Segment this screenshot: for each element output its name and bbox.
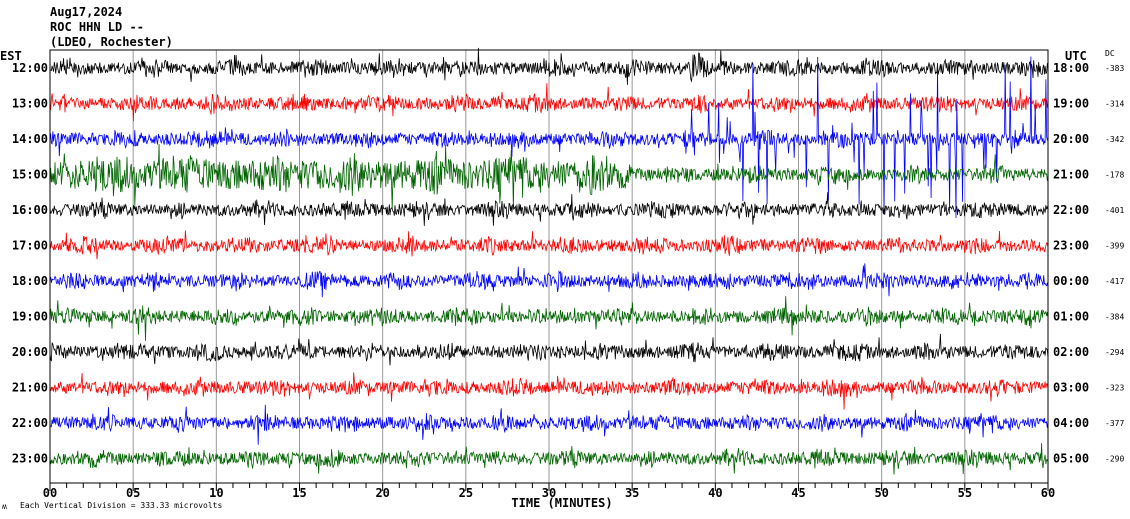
- trace-row-23:00: [49, 443, 1049, 475]
- trace-row-14:00: [49, 56, 1049, 219]
- trace-row-22:00: [49, 404, 1049, 445]
- x-tick-label: 60: [1041, 486, 1055, 500]
- est-label: 20:00: [12, 345, 48, 359]
- x-tick-label: 15: [292, 486, 306, 500]
- utc-axis-title: UTC: [1065, 49, 1087, 63]
- trace-row-12:00: [49, 47, 1049, 85]
- dc-value: -178: [1105, 171, 1124, 180]
- dc-value: -399: [1105, 242, 1124, 251]
- x-tick-label: 10: [209, 486, 223, 500]
- trace-row-15:00: [49, 143, 1049, 210]
- est-label: 14:00: [12, 132, 48, 146]
- utc-label: 21:00: [1053, 168, 1089, 182]
- traces: [49, 47, 1049, 475]
- utc-label: 04:00: [1053, 416, 1089, 430]
- est-label: 19:00: [12, 310, 48, 324]
- station-label: ROC HHN LD --: [50, 20, 144, 34]
- utc-label: 19:00: [1053, 97, 1089, 111]
- est-label: 16:00: [12, 203, 48, 217]
- dc-value: -383: [1105, 64, 1124, 73]
- utc-label: 03:00: [1053, 381, 1089, 395]
- row-labels: 12:00 18:00 -383 13:00 19:00 -314 14:00 20:00 -3…: [12, 61, 1125, 466]
- dc-value: -314: [1105, 100, 1124, 109]
- x-axis-label: TIME (MINUTES): [511, 496, 612, 510]
- est-label: 21:00: [12, 381, 48, 395]
- dc-value: -323: [1105, 384, 1124, 393]
- x-tick-label: 45: [791, 486, 805, 500]
- x-axis: 00 05 10 15 20 25 30 35 40 45 50 55 60: [43, 483, 1055, 500]
- dc-value: -384: [1105, 313, 1124, 322]
- x-tick-label: 25: [459, 486, 473, 500]
- trace-row-21:00: [49, 372, 1049, 410]
- utc-label: 02:00: [1053, 345, 1089, 359]
- date-label: Aug17,2024: [50, 5, 122, 19]
- est-label: 12:00: [12, 61, 48, 75]
- dc-value: -377: [1105, 419, 1124, 428]
- corner-mark: ʍ: [2, 502, 7, 511]
- trace-row-20:00: [49, 333, 1049, 366]
- dc-title: DC: [1105, 49, 1115, 58]
- est-label: 17:00: [12, 239, 48, 253]
- est-label: 13:00: [12, 97, 48, 111]
- utc-label: 00:00: [1053, 274, 1089, 288]
- dc-value: -401: [1105, 206, 1124, 215]
- dc-value: -290: [1105, 455, 1124, 464]
- utc-label: 01:00: [1053, 310, 1089, 324]
- utc-label: 23:00: [1053, 239, 1089, 253]
- est-axis-title: EST: [0, 49, 22, 63]
- trace-row-19:00: [49, 296, 1049, 341]
- est-label: 22:00: [12, 416, 48, 430]
- x-tick-label: 55: [958, 486, 972, 500]
- x-tick-label: 40: [708, 486, 722, 500]
- scale-note: Each Vertical Division = 333.33 microvol…: [20, 501, 222, 510]
- est-label: 15:00: [12, 168, 48, 182]
- utc-label: 22:00: [1053, 203, 1089, 217]
- dc-value: -417: [1105, 277, 1124, 286]
- trace-row-17:00: [49, 230, 1049, 260]
- trace-row-18:00: [49, 263, 1049, 298]
- x-tick-label: 30: [542, 486, 556, 500]
- trace-row-13:00: [49, 83, 1049, 122]
- dc-value: -342: [1105, 135, 1124, 144]
- network-label: (LDEO, Rochester): [50, 35, 173, 49]
- x-tick-label: 00: [43, 486, 57, 500]
- utc-label: 20:00: [1053, 132, 1089, 146]
- est-label: 23:00: [12, 452, 48, 466]
- dc-value: -294: [1105, 348, 1124, 357]
- trace-row-16:00: [49, 192, 1049, 226]
- grid-lines: [132, 50, 966, 483]
- x-tick-label: 35: [625, 486, 639, 500]
- est-label: 18:00: [12, 274, 48, 288]
- x-tick-label: 20: [375, 486, 389, 500]
- utc-label: 18:00: [1053, 61, 1089, 75]
- utc-label: 05:00: [1053, 452, 1089, 466]
- x-tick-label: 05: [126, 486, 140, 500]
- x-tick-label: 50: [874, 486, 888, 500]
